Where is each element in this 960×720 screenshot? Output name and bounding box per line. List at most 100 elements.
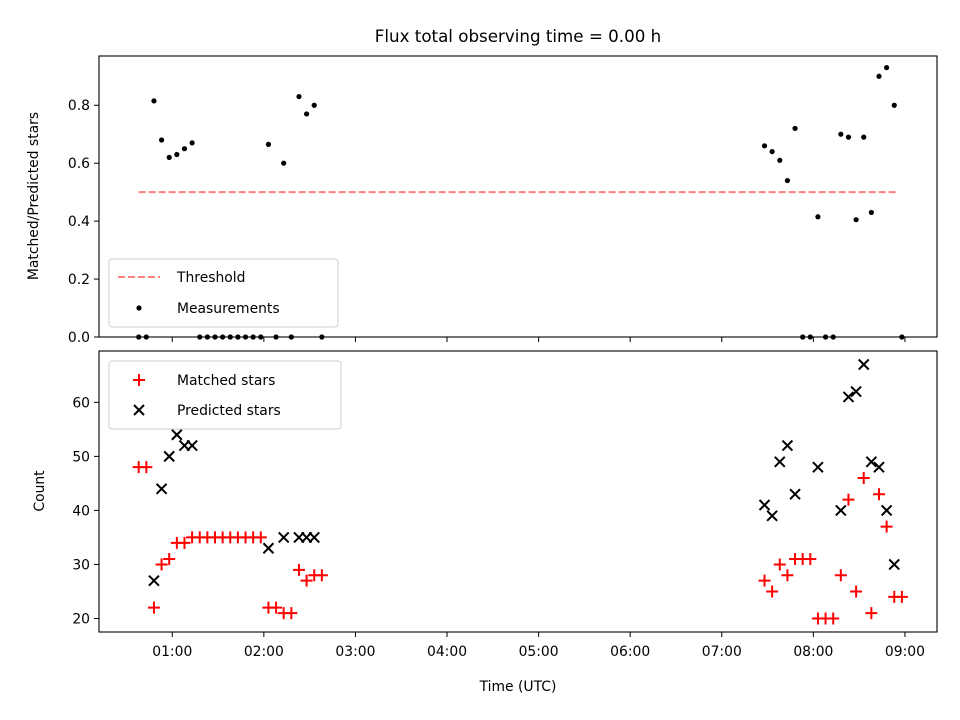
bottom-y-axis-label: Count <box>32 470 48 512</box>
bottom-x-tick-label: 04:00 <box>427 644 467 660</box>
measurement-point <box>296 93 302 100</box>
measurement-point <box>181 146 188 152</box>
legend-threshold-label: Threshold <box>176 270 245 286</box>
measurement-point <box>876 73 882 79</box>
matched-star-point <box>315 569 328 582</box>
predicted-star-point <box>789 488 801 500</box>
top-legend-box <box>108 258 339 328</box>
predicted-star-point <box>842 391 855 403</box>
predicted-star-point <box>888 558 900 571</box>
matched-star-point <box>155 558 168 571</box>
top-y-tick-label: 0.2 <box>68 272 90 288</box>
measurement-point <box>174 151 180 158</box>
matched-star-point <box>834 569 847 582</box>
predicted-star-point <box>277 531 290 544</box>
measurement-point <box>861 134 867 140</box>
bottom-y-tick-label: 40 <box>72 503 90 519</box>
matched-star-point <box>857 471 870 484</box>
matched-star-point <box>872 488 885 501</box>
predicted-star-point <box>171 429 183 441</box>
measurement-point <box>784 177 791 184</box>
plot-layer: 0.0 0.2 0.4 0.6 0.8 Threshold Measurements 20 30… <box>68 55 938 660</box>
bottom-x-axis-label: Time (UTC) <box>479 679 557 695</box>
legend-matched-swatch <box>133 374 145 386</box>
bottom-axes-frame <box>98 350 938 633</box>
top-y-tick-label: 0.8 <box>68 98 90 114</box>
bottom-y-tick-label: 50 <box>72 449 90 465</box>
bottom-x-tick-label: 08:00 <box>793 644 833 660</box>
bottom-y-tick-label: 60 <box>72 395 90 411</box>
predicted-star-point <box>781 439 794 452</box>
measurement-point <box>777 157 783 163</box>
bottom-x-tick-label: 05:00 <box>519 644 559 660</box>
legend-matched-label: Matched stars <box>177 373 275 389</box>
measurement-point <box>845 134 852 140</box>
bottom-x-tick-label: 02:00 <box>244 644 284 660</box>
matched-star-point <box>804 553 817 566</box>
measurement-point <box>891 102 897 108</box>
matched-star-point <box>766 585 779 598</box>
matched-star-point <box>178 536 191 549</box>
top-y-axis-label: Matched/Predicted stars <box>26 112 42 280</box>
predicted-star-point <box>873 461 885 473</box>
predicted-star-point <box>774 456 786 468</box>
predicted-star-point <box>865 456 878 468</box>
measurement-point <box>189 140 195 146</box>
measurement-point <box>838 131 844 137</box>
predicted-star-point <box>758 499 771 511</box>
legend-measurements-swatch <box>136 305 142 311</box>
measurement-point <box>868 209 874 216</box>
top-axes-frame <box>98 55 938 338</box>
measurement-point <box>151 98 157 104</box>
matched-star-point <box>140 461 153 474</box>
bottom-legend-box <box>108 360 342 430</box>
matched-star-point <box>865 607 878 620</box>
predicted-star-point <box>812 461 824 473</box>
legend-predicted-label: Predicted stars <box>177 403 281 419</box>
bottom-x-tick-label: 06:00 <box>610 644 650 660</box>
bottom-x-tick-label: 03:00 <box>335 644 375 660</box>
matched-star-point <box>254 531 267 544</box>
bottom-y-tick-label: 30 <box>72 557 90 573</box>
matched-star-point <box>300 574 313 587</box>
matched-star-point <box>842 493 855 506</box>
measurement-point <box>792 125 798 132</box>
matched-star-point <box>147 601 160 614</box>
top-y-tick-label: 0.6 <box>68 156 90 172</box>
predicted-star-point <box>155 483 168 495</box>
measurement-point <box>853 217 859 223</box>
measurement-point <box>311 102 317 108</box>
predicted-star-point <box>880 504 893 517</box>
matched-star-point <box>827 612 840 625</box>
predicted-star-point <box>850 385 862 398</box>
measurement-point <box>769 148 775 155</box>
predicted-star-point <box>835 504 847 517</box>
matched-star-point <box>895 590 908 603</box>
top-y-tick-label: 0.4 <box>68 214 90 230</box>
bottom-x-tick-label: 09:00 <box>885 644 925 660</box>
bottom-y-tick-label: 20 <box>72 611 90 627</box>
measurement-point <box>166 154 172 160</box>
measurement-point <box>281 160 287 166</box>
matched-star-point <box>781 569 794 582</box>
matched-star-point <box>285 607 298 620</box>
measurement-point <box>815 214 821 220</box>
bottom-x-tick-label: 07:00 <box>702 644 742 660</box>
measurement-point <box>761 143 768 149</box>
top-y-tick-label: 0.0 <box>68 330 90 346</box>
predicted-star-point <box>858 358 870 371</box>
matched-star-point <box>850 585 863 598</box>
matched-star-point <box>163 553 176 566</box>
matched-star-point <box>270 601 283 614</box>
measurement-point <box>158 137 165 143</box>
predicted-star-point <box>262 542 275 554</box>
predicted-star-point <box>163 450 175 463</box>
legend-predicted-swatch <box>133 404 145 416</box>
matched-star-point <box>880 520 893 533</box>
predicted-star-point <box>186 439 198 452</box>
matched-star-point <box>758 574 771 587</box>
predicted-star-point <box>148 574 160 587</box>
measurement-point <box>303 111 310 117</box>
bottom-x-tick-label: 01:00 <box>152 644 192 660</box>
